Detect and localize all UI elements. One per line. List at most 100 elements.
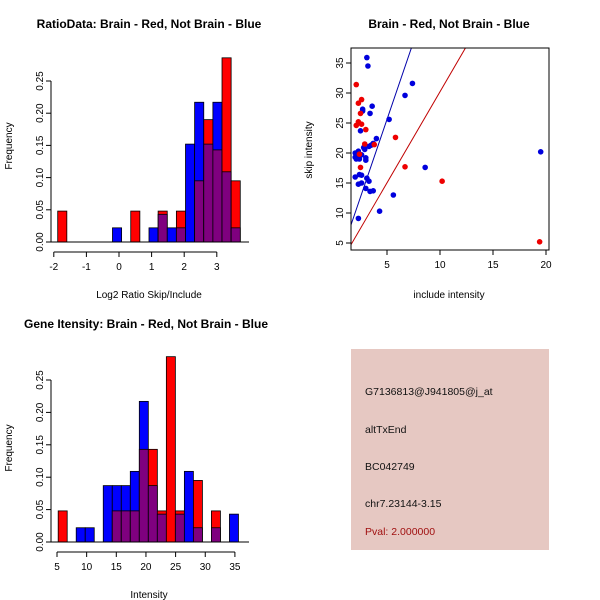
scatter-point-not-brain xyxy=(422,164,428,171)
scatter-point-not-brain xyxy=(363,185,369,192)
histogram-bar-overlap xyxy=(138,448,149,543)
event-type: altTxEnd xyxy=(365,424,407,436)
y-tick-label: 0.20 xyxy=(35,103,46,123)
ratio-hist-xlabel: Log2 Ratio Skip/Include xyxy=(96,290,202,301)
intensity-hist-ylabel: Frequency xyxy=(4,424,15,471)
scatter-point-not-brain xyxy=(537,149,544,155)
fit-line-brain xyxy=(351,48,466,246)
x-tick-label: 5 xyxy=(384,260,390,271)
scatter-point-not-brain xyxy=(357,128,364,134)
y-tick-label: 0.05 xyxy=(35,200,46,220)
y-tick-label: 5 xyxy=(335,240,346,246)
histogram-bar-overlap xyxy=(147,485,158,543)
scatter-point-not-brain xyxy=(402,92,408,99)
histogram-bar-overlap xyxy=(156,513,167,543)
scatter-point-brain xyxy=(361,141,368,147)
histogram-bar-not-brain xyxy=(102,485,113,543)
accession: BC042749 xyxy=(365,461,415,473)
p-value: Pval: 2.000000 xyxy=(365,526,436,538)
histogram-bar-not-brain xyxy=(185,143,196,243)
scatter-point-brain xyxy=(371,141,378,148)
y-tick-label: 0.10 xyxy=(35,167,46,187)
scatter-plot-area xyxy=(351,48,544,246)
histogram-bar-not-brain xyxy=(84,527,95,543)
intensity-hist-bars xyxy=(57,356,239,543)
intensity-hist-xlabel: Intensity xyxy=(130,590,167,600)
scatter-content xyxy=(351,48,544,246)
y-tick-label: 0.00 xyxy=(35,532,46,552)
histogram-bar-overlap xyxy=(211,527,221,543)
scatter-point-not-brain xyxy=(364,54,370,61)
histogram-bar-brain xyxy=(57,510,68,543)
scatter-point-not-brain xyxy=(365,63,371,69)
probe-id: G7136813@J941805@j_at xyxy=(365,386,493,398)
scatter-point-not-brain xyxy=(352,150,359,156)
histogram-bar-overlap xyxy=(194,180,205,243)
histogram-bar-overlap xyxy=(111,510,122,543)
scatter-point-not-brain xyxy=(358,172,365,178)
scatter-point-brain xyxy=(536,239,543,245)
x-tick-label: 15 xyxy=(487,260,499,271)
x-tick-label: 5 xyxy=(54,562,60,573)
x-tick-label: 15 xyxy=(111,562,123,573)
y-tick-label: 0.25 xyxy=(35,370,46,390)
x-tick-label: 1 xyxy=(149,262,155,273)
y-tick-label: 0.15 xyxy=(35,435,46,455)
x-tick-label: 30 xyxy=(200,562,212,573)
scatter-point-not-brain xyxy=(390,192,397,198)
histogram-bar-overlap xyxy=(120,510,131,543)
scatter-point-brain xyxy=(358,121,365,127)
histogram-bar-brain xyxy=(57,210,68,243)
scatter-point-brain xyxy=(402,164,408,170)
histogram-bar-not-brain xyxy=(183,470,194,543)
y-tick-label: 0.00 xyxy=(35,232,46,252)
scatter-axes: 5 10 15 20 25 30 35 5 10 15 20 xyxy=(335,57,552,271)
y-tick-label: 25 xyxy=(335,117,346,129)
scatter-point-not-brain xyxy=(366,178,372,184)
scatter-point-not-brain xyxy=(369,103,375,109)
intensity-hist-axes: 0.00 0.05 0.10 0.15 0.20 0.25 5 10 15 20 25 30 35 xyxy=(35,370,249,573)
scatter-panel: Brain - Red, Not Brain - Blue include in… xyxy=(304,17,552,301)
histogram-bar-overlap xyxy=(129,510,140,543)
histogram-bar-overlap xyxy=(174,513,185,543)
histogram-bar-overlap xyxy=(175,227,186,243)
scatter-point-not-brain xyxy=(373,135,380,142)
y-tick-label: 20 xyxy=(335,147,346,159)
scatter-point-not-brain xyxy=(409,80,416,87)
y-tick-label: 10 xyxy=(335,207,346,219)
histogram-bar-overlap xyxy=(221,171,232,243)
ratio-hist-ylabel: Frequency xyxy=(4,122,15,169)
y-tick-label: 15 xyxy=(335,177,346,189)
histogram-bar-overlap xyxy=(230,227,241,243)
scatter-xlabel: include intensity xyxy=(413,290,484,301)
intensity-hist-title: Gene Itensity: Brain - Red, Not Brain - … xyxy=(24,317,268,331)
scatter-title: Brain - Red, Not Brain - Blue xyxy=(368,17,530,31)
scatter-plot-frame xyxy=(350,47,550,251)
histogram-bar-overlap xyxy=(212,149,223,243)
x-tick-label: 20 xyxy=(540,260,552,271)
scatter-point-brain xyxy=(358,96,365,103)
scatter-point-not-brain xyxy=(352,154,359,160)
y-tick-label: 0.05 xyxy=(35,499,46,519)
histogram-bar-not-brain xyxy=(75,527,86,543)
scatter-point-not-brain xyxy=(386,116,392,123)
scatter-point-brain xyxy=(439,178,445,184)
ratio-histogram-panel: RatioData: Brain - Red, Not Brain - Blue… xyxy=(4,17,262,301)
y-tick-label: 0.20 xyxy=(35,402,46,422)
scatter-point-brain xyxy=(363,126,369,133)
x-tick-label: 0 xyxy=(116,262,122,273)
x-tick-label: 10 xyxy=(81,562,93,573)
histogram-bar-not-brain xyxy=(112,227,123,243)
scatter-point-brain xyxy=(355,100,362,106)
fit-line-not-brain xyxy=(351,48,412,226)
probe-info-panel: G7136813@J941805@j_at altTxEnd BC042749 … xyxy=(351,349,549,550)
scatter-point-brain xyxy=(392,134,399,141)
scatter-point-not-brain xyxy=(370,188,377,194)
scatter-point-not-brain xyxy=(376,208,383,214)
scatter-point-brain xyxy=(353,81,360,88)
histogram-bar-overlap xyxy=(157,213,168,243)
scatter-point-not-brain xyxy=(367,110,373,117)
y-tick-label: 0.10 xyxy=(35,467,46,487)
x-tick-label: 10 xyxy=(434,260,446,271)
